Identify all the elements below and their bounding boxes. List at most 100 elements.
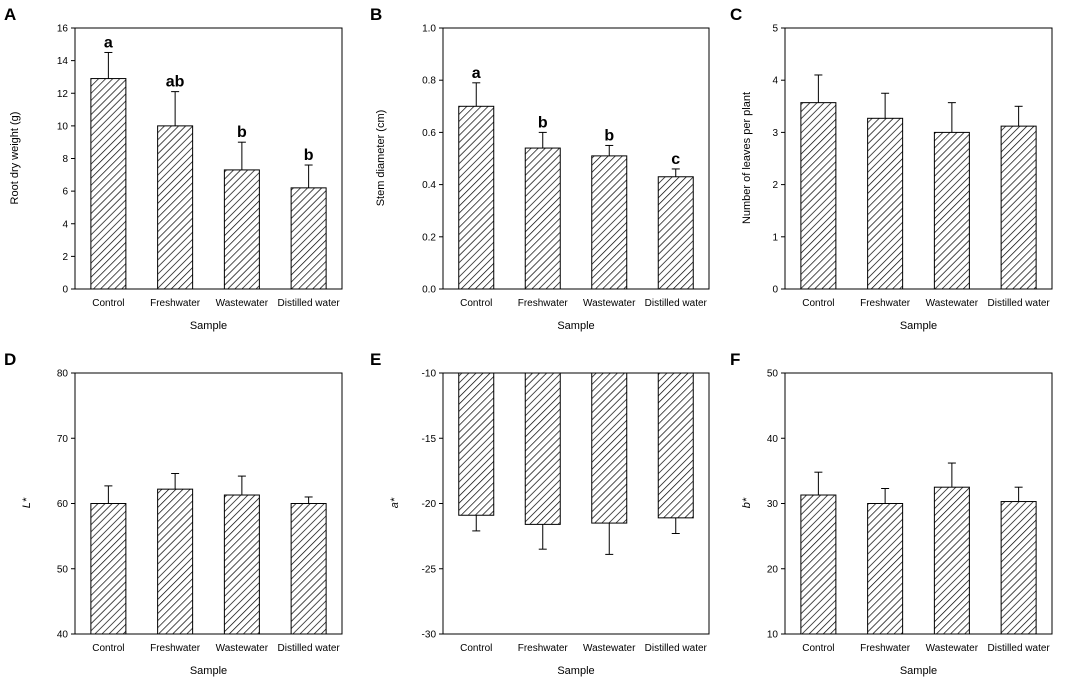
x-tick-label: Freshwater [518,643,569,654]
y-tick-label: 40 [57,630,69,641]
y-tick-label: 4 [62,219,68,230]
y-tick-label: 40 [767,434,779,445]
significance-label: a [472,65,481,82]
bar [157,125,194,290]
panel-d: Control Freshwater Wastewater Distilled wat… [4,350,343,677]
x-tick-label: Control [460,298,492,309]
y-tick-label: 10 [57,121,69,132]
x-tick-label: Freshwater [150,298,201,309]
x-axis-title: Sample [900,665,937,677]
y-tick-label: 0.8 [422,76,436,87]
bar [933,486,970,635]
significance-label: b [538,114,548,131]
x-tick-label: Freshwater [518,298,569,309]
bar [458,372,495,516]
y-tick-label: 14 [57,56,69,67]
x-axis-title: Sample [557,665,594,677]
y-tick-label: 2 [772,180,778,191]
y-tick-label: 50 [767,369,779,380]
y-tick-label: -10 [422,369,437,380]
x-tick-label: Wastewater [216,298,269,309]
y-tick-label: 3 [772,128,778,139]
y-tick-label: 1.0 [422,24,436,35]
y-axis-title: Stem diameter (cm) [375,110,387,207]
panel-c: Control Freshwater Wastewater Distilled wat… [730,5,1053,332]
panel-letter: A [4,5,16,24]
bar [223,494,260,635]
y-tick-label: 60 [57,499,69,510]
y-axis-title: Number of leaves per plant [741,92,753,224]
y-tick-label: 0.6 [422,128,436,139]
bar [657,372,694,519]
x-tick-label: Freshwater [860,643,911,654]
panel-e: Control Freshwater Wastewater Distilled wat… [370,350,710,677]
panel-letter: E [370,350,381,369]
x-tick-label: Wastewater [926,643,979,654]
y-tick-label: -30 [422,630,437,641]
x-tick-label: Wastewater [583,298,636,309]
bar [458,105,495,290]
y-tick-label: 1 [772,232,778,243]
bar [1000,501,1037,635]
y-tick-label: -15 [422,434,437,445]
x-tick-label: Control [460,643,492,654]
y-axis-title: L* [21,497,33,508]
y-tick-label: 20 [767,564,779,575]
y-tick-label: 5 [772,24,778,35]
bar [591,155,628,290]
y-tick-label: 50 [57,564,69,575]
significance-label: b [237,124,247,141]
significance-label: c [671,151,680,168]
y-tick-label: 80 [57,369,69,380]
panel-letter: F [730,350,740,369]
x-tick-label: Distilled water [645,643,708,654]
y-tick-label: 12 [57,89,69,100]
bar [591,372,628,524]
y-tick-label: -25 [422,564,437,575]
panel-f: Control Freshwater Wastewater Distilled wat… [730,350,1053,677]
x-tick-label: Distilled water [278,298,341,309]
panel-letter: D [4,350,16,369]
panel-letter: C [730,5,742,24]
significance-label: b [304,147,314,164]
y-tick-label: 70 [57,434,69,445]
bar [1000,125,1037,290]
y-axis-title: Root dry weight (g) [9,112,21,205]
x-tick-label: Control [92,298,124,309]
x-tick-label: Control [92,643,124,654]
x-tick-label: Wastewater [926,298,979,309]
panel-letter: B [370,5,382,24]
y-tick-label: 4 [772,76,778,87]
y-tick-label: -20 [422,499,437,510]
bar [290,187,327,290]
bar [90,78,127,290]
y-tick-label: 16 [57,24,69,35]
y-tick-label: 0 [62,285,68,296]
bar [524,372,561,525]
bar [290,503,327,635]
axis-frame [784,27,1053,290]
y-tick-label: 2 [62,252,68,263]
x-tick-label: Control [802,643,834,654]
bar [800,102,837,290]
x-tick-label: Freshwater [150,643,201,654]
axis-frame [442,27,710,290]
bar [524,147,561,290]
y-tick-label: 6 [62,187,68,198]
significance-label: ab [166,74,185,91]
significance-label: a [104,34,113,51]
x-tick-label: Distilled water [988,298,1051,309]
panel-a: a Control ab Freshwater b Wastewater b Distille… [4,5,343,332]
bar [90,503,127,635]
significance-label: b [604,127,614,144]
y-tick-label: 0.4 [422,180,436,191]
x-axis-title: Sample [900,320,937,332]
bar [933,131,970,290]
y-tick-label: 8 [62,154,68,165]
x-axis-title: Sample [557,320,594,332]
panel-b: a Control b Freshwater b Wastewater c Distilled… [370,5,710,332]
x-axis-title: Sample [190,320,227,332]
y-tick-label: 0.2 [422,232,436,243]
x-tick-label: Distilled water [278,643,341,654]
